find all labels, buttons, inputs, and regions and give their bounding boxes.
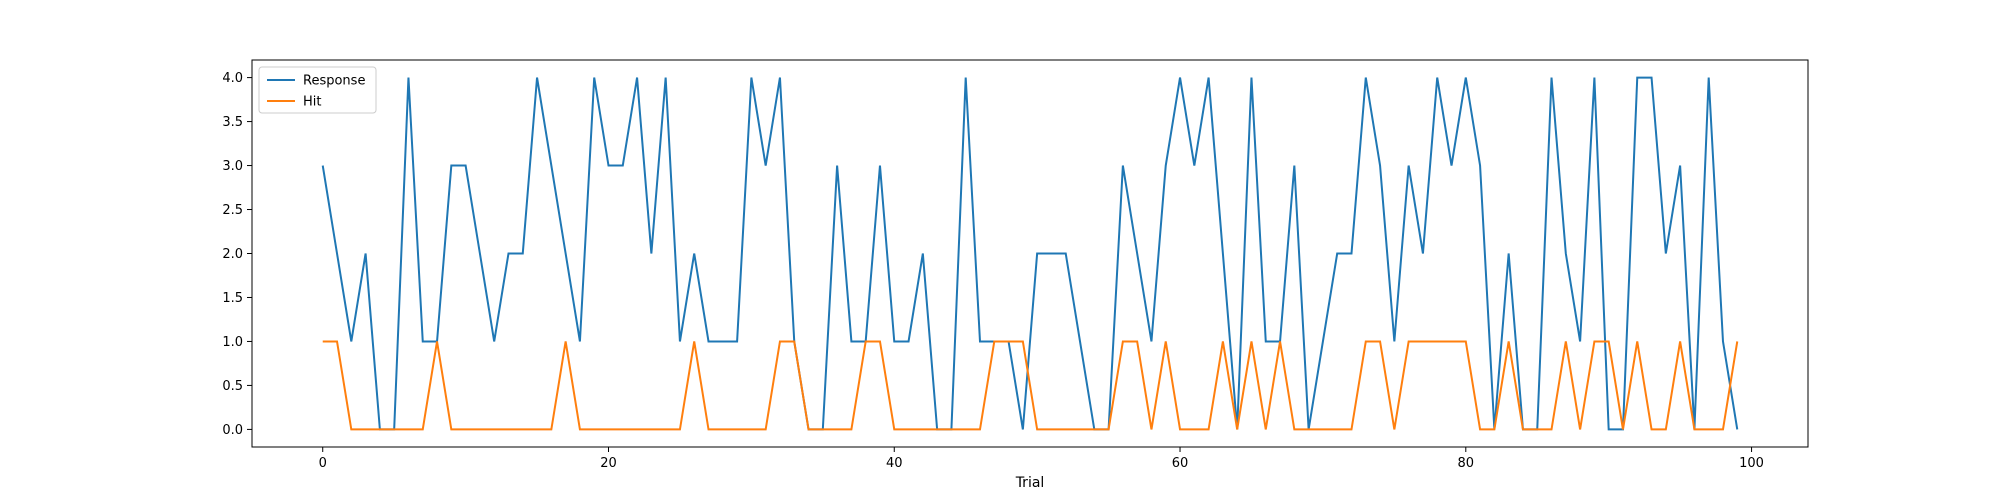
x-tick-label: 80 — [1458, 456, 1475, 471]
y-tick-label: 0.0 — [222, 423, 243, 438]
x-tick-label: 40 — [886, 456, 903, 471]
legend: Response Hit — [258, 66, 377, 114]
plot-lines — [321, 76, 1739, 431]
y-tick-label: 2.0 — [222, 247, 243, 262]
x-tick-label: 0 — [319, 456, 327, 471]
y-tick-label: 1.5 — [222, 291, 243, 306]
legend-label-hit: Hit — [303, 95, 321, 110]
x-axis-label: Trial — [1015, 475, 1045, 491]
x-tick-label: 20 — [600, 456, 617, 471]
legend-label-response: Response — [303, 74, 365, 89]
y-tick-label: 3.0 — [222, 159, 243, 174]
series-line-hit — [322, 340, 1739, 431]
series-line-response — [321, 76, 1739, 431]
y-tick-label: 4.0 — [222, 71, 243, 86]
y-tick-label: 3.5 — [222, 115, 243, 130]
y-tick-label: 0.5 — [222, 379, 243, 394]
y-axis-ticks: 0.0 0.5 1.0 1.5 2.0 2.5 3.0 3.5 4.0 — [222, 71, 252, 438]
y-tick-label: 2.5 — [222, 203, 243, 218]
x-axis-ticks: 0 20 40 60 80 100 — [319, 447, 1764, 471]
x-tick-label: 100 — [1739, 456, 1764, 471]
x-tick-label: 60 — [1172, 456, 1189, 471]
y-tick-label: 1.0 — [222, 335, 243, 350]
